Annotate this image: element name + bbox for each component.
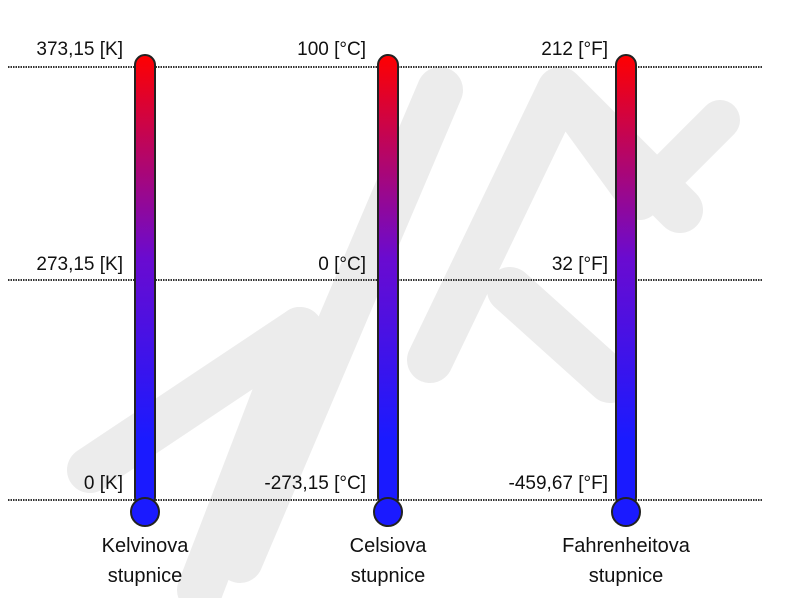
kelvin-mid-label: 273,15 [K]	[36, 254, 123, 275]
thermometer-tube	[377, 54, 399, 508]
kelvin-bottom-label: 0 [K]	[84, 473, 123, 494]
thermometer-fahrenheit: 212 [°F] 32 [°F] -459,67 [°F] Fahrenheit…	[509, 39, 691, 587]
thermometer-tube	[615, 54, 637, 508]
fahrenheit-caption-line1: Fahrenheitova	[562, 535, 691, 557]
kelvin-top-label: 373,15 [K]	[36, 39, 123, 60]
celsius-bottom-label: -273,15 [°C]	[264, 473, 366, 494]
thermometer-bulb	[611, 497, 641, 527]
kelvin-caption-line1: Kelvinova	[102, 535, 190, 557]
celsius-caption-line1: Celsiova	[350, 535, 428, 557]
fahrenheit-caption-line2: stupnice	[589, 565, 664, 587]
celsius-caption-line2: stupnice	[351, 565, 426, 587]
celsius-mid-label: 0 [°C]	[318, 254, 366, 275]
kelvin-caption-line2: stupnice	[108, 565, 183, 587]
fahrenheit-top-label: 212 [°F]	[541, 39, 608, 60]
thermometer-celsius: 100 [°C] 0 [°C] -273,15 [°C] Celsiova st…	[264, 39, 427, 587]
fahrenheit-mid-label: 32 [°F]	[552, 254, 608, 275]
celsius-top-label: 100 [°C]	[297, 39, 366, 60]
thermometer-bulb	[373, 497, 403, 527]
thermometer-bulb	[130, 497, 160, 527]
thermometer-kelvin: 373,15 [K] 273,15 [K] 0 [K] Kelvinova st…	[36, 39, 189, 587]
watermark	[67, 67, 740, 598]
fahrenheit-bottom-label: -459,67 [°F]	[509, 473, 608, 494]
thermometer-tube	[134, 54, 156, 508]
